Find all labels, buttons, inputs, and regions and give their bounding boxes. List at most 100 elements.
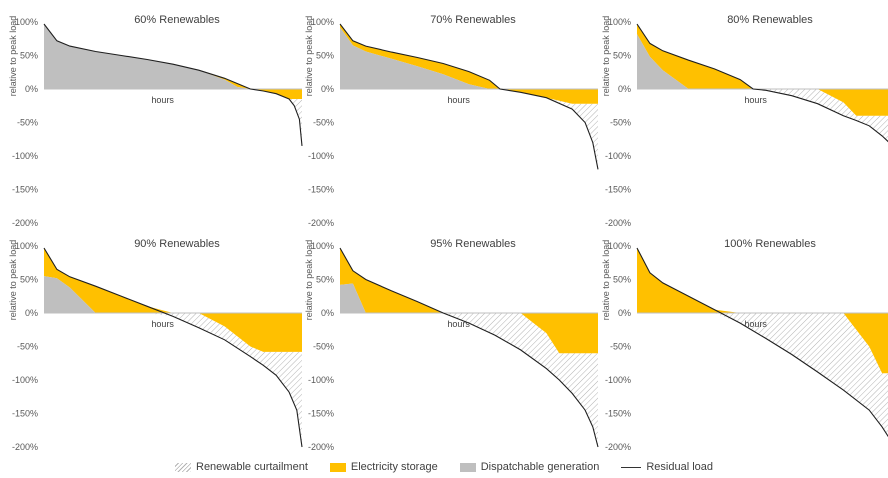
- x-axis-label: hours: [744, 95, 767, 105]
- y-tick-label: 50%: [316, 275, 334, 285]
- y-tick-label: 50%: [613, 275, 631, 285]
- storage-area-negative: [340, 313, 598, 354]
- storage-area-negative: [44, 89, 302, 99]
- legend-label-storage: Electricity storage: [350, 461, 438, 473]
- dispatchable-area: [44, 276, 302, 313]
- y-tick-label: 50%: [20, 51, 38, 61]
- y-tick-label: 100%: [311, 241, 334, 251]
- y-tick-label: -100%: [308, 375, 334, 385]
- chart-panel-4: 90% Renewables 100% 50% 0% -50% -100% -150% -20…: [8, 238, 303, 452]
- x-axis-label: hours: [151, 95, 174, 105]
- legend: Renewable curtailment Electricity storag…: [0, 458, 888, 476]
- y-tick-label: 50%: [20, 275, 38, 285]
- y-tick-label: 100%: [15, 17, 38, 27]
- residual-load-line: [339, 247, 599, 448]
- y-tick-label: -100%: [12, 151, 38, 161]
- y-axis-label: relative to peak load: [8, 16, 18, 97]
- residual-load-line: [43, 23, 303, 146]
- residual-load-line: [43, 247, 303, 448]
- y-tick-label: 0%: [618, 308, 631, 318]
- dispatchable-area: [637, 34, 888, 89]
- x-axis-label: hours: [744, 319, 767, 329]
- chart-title: 95% Renewables: [430, 238, 516, 250]
- chart-title: 70% Renewables: [430, 14, 516, 26]
- legend-swatch-residual: [621, 466, 642, 468]
- y-tick-label: -200%: [605, 442, 631, 452]
- y-tick-label: -50%: [313, 342, 334, 352]
- y-tick-label: 50%: [613, 51, 631, 61]
- curtailment-area: [637, 313, 888, 437]
- legend-item-residual: Residual load: [621, 461, 713, 473]
- chart-panel-2: 70% Renewables 100% 50% 0% -50% -100% -150% -20…: [304, 14, 599, 228]
- x-axis-label: hours: [447, 95, 470, 105]
- legend-swatch-dispatchable: [459, 462, 476, 472]
- legend-item-dispatchable: Dispatchable generation: [459, 461, 600, 473]
- storage-area-positive: [637, 24, 888, 89]
- curtailment-area: [44, 313, 302, 447]
- y-tick-label: -150%: [605, 409, 631, 419]
- chart-title: 80% Renewables: [727, 14, 813, 26]
- y-tick-label: -200%: [308, 442, 334, 452]
- y-axis-label: relative to peak load: [601, 240, 611, 321]
- y-tick-label: 50%: [316, 51, 334, 61]
- y-tick-label: 0%: [618, 84, 631, 94]
- y-tick-label: -150%: [12, 409, 38, 419]
- y-tick-label: 0%: [25, 308, 38, 318]
- y-tick-label: 0%: [321, 308, 334, 318]
- y-tick-label: 100%: [608, 17, 631, 27]
- chart-title: 100% Renewables: [724, 238, 816, 250]
- y-tick-label: -50%: [610, 342, 631, 352]
- y-tick-label: -200%: [308, 218, 334, 228]
- chart-panel-3: 80% Renewables 100% 50% 0% -50% -100% -150% -20…: [601, 14, 888, 228]
- y-tick-label: -50%: [313, 118, 334, 128]
- y-tick-label: -100%: [12, 375, 38, 385]
- y-tick-label: -50%: [17, 118, 38, 128]
- legend-item-curtailment: Renewable curtailment: [175, 461, 308, 473]
- chart-title: 90% Renewables: [134, 238, 220, 250]
- legend-item-storage: Electricity storage: [329, 461, 438, 473]
- residual-load-line: [339, 23, 599, 170]
- storage-area-positive: [44, 248, 302, 313]
- y-tick-label: -50%: [17, 342, 38, 352]
- storage-area-negative: [637, 313, 888, 374]
- chart-panel-6: 100% Renewables 100% 50% 0% -50% -100% -150% -2…: [601, 238, 888, 452]
- y-tick-label: 100%: [608, 241, 631, 251]
- storage-area-positive: [340, 24, 598, 89]
- curtailment-area: [340, 313, 598, 447]
- y-tick-label: -150%: [12, 185, 38, 195]
- storage-area-positive: [340, 248, 598, 313]
- storage-area-negative: [44, 313, 302, 352]
- y-tick-label: 0%: [25, 84, 38, 94]
- legend-label-residual: Residual load: [646, 461, 713, 473]
- y-tick-label: -150%: [308, 409, 334, 419]
- y-axis-label: relative to peak load: [8, 240, 18, 321]
- residual-load-line: [636, 247, 888, 438]
- y-axis-label: relative to peak load: [601, 16, 611, 97]
- legend-swatch-curtailment: [175, 462, 191, 472]
- y-tick-label: 0%: [321, 84, 334, 94]
- y-tick-label: -200%: [12, 218, 38, 228]
- y-tick-label: -200%: [12, 442, 38, 452]
- chart-title: 60% Renewables: [134, 14, 220, 26]
- dispatchable-area: [44, 24, 302, 89]
- y-tick-label: -200%: [605, 218, 631, 228]
- y-axis-label: relative to peak load: [304, 16, 314, 97]
- residual-load-line: [636, 23, 888, 143]
- x-axis-label: hours: [151, 319, 174, 329]
- storage-area-negative: [637, 89, 888, 116]
- curtailment-area: [637, 89, 888, 142]
- y-tick-label: -50%: [610, 118, 631, 128]
- chart-panel-5: 95% Renewables 100% 50% 0% -50% -100% -150% -20…: [304, 238, 599, 452]
- y-tick-label: -150%: [605, 185, 631, 195]
- legend-swatch-storage: [329, 462, 346, 472]
- chart-panel-1: 60% Renewables 100% 50% 0% -50% -100% -150% -20…: [8, 14, 303, 228]
- legend-label-curtailment: Renewable curtailment: [196, 461, 308, 473]
- dispatchable-area: [340, 27, 598, 89]
- y-tick-label: -100%: [605, 151, 631, 161]
- storage-area-negative: [340, 89, 598, 104]
- y-axis-label: relative to peak load: [304, 240, 314, 321]
- y-tick-label: 100%: [311, 17, 334, 27]
- y-tick-label: -150%: [308, 185, 334, 195]
- legend-label-dispatchable: Dispatchable generation: [480, 461, 600, 473]
- storage-area-positive: [637, 248, 888, 313]
